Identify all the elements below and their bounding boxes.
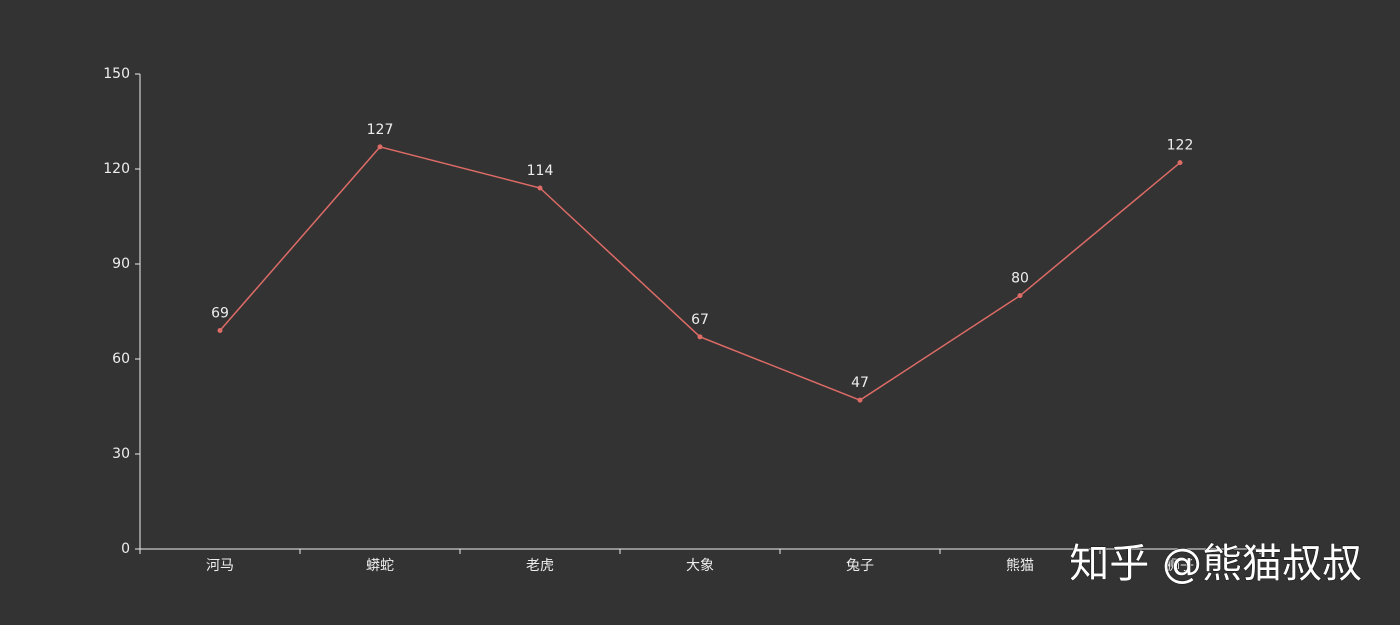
data-label: 122 — [1167, 138, 1194, 154]
point — [857, 397, 863, 403]
data-label: 67 — [691, 312, 709, 328]
data-label: 80 — [1011, 271, 1029, 287]
y-tick-label: 0 — [121, 541, 130, 557]
data-label: 69 — [211, 306, 229, 322]
x-tick-label: 老虎 — [526, 558, 554, 574]
watermark: 知乎 @熊猫叔叔 — [1069, 541, 1362, 587]
x-tick-label: 狮子 — [1166, 558, 1194, 574]
point — [1017, 293, 1023, 299]
y-tick-label: 150 — [103, 66, 130, 82]
y-tick-label: 60 — [112, 351, 130, 367]
y-tick-label: 120 — [103, 161, 130, 177]
x-tick-label: 熊猫 — [1006, 558, 1034, 574]
x-tick-label: 蟒蛇 — [366, 558, 394, 574]
point — [1177, 160, 1183, 166]
point — [377, 144, 383, 150]
data-label: 47 — [851, 375, 869, 391]
x-tick-label: 兔子 — [846, 558, 874, 574]
x-tick-label: 河马 — [206, 558, 234, 574]
data-label: 114 — [527, 163, 554, 179]
y-tick-label: 30 — [112, 446, 130, 462]
point — [217, 328, 223, 333]
x-tick-label: 大象 — [686, 558, 714, 574]
point — [697, 334, 703, 340]
data-label: 127 — [367, 122, 394, 138]
point — [537, 185, 543, 191]
y-tick-label: 90 — [112, 256, 130, 272]
